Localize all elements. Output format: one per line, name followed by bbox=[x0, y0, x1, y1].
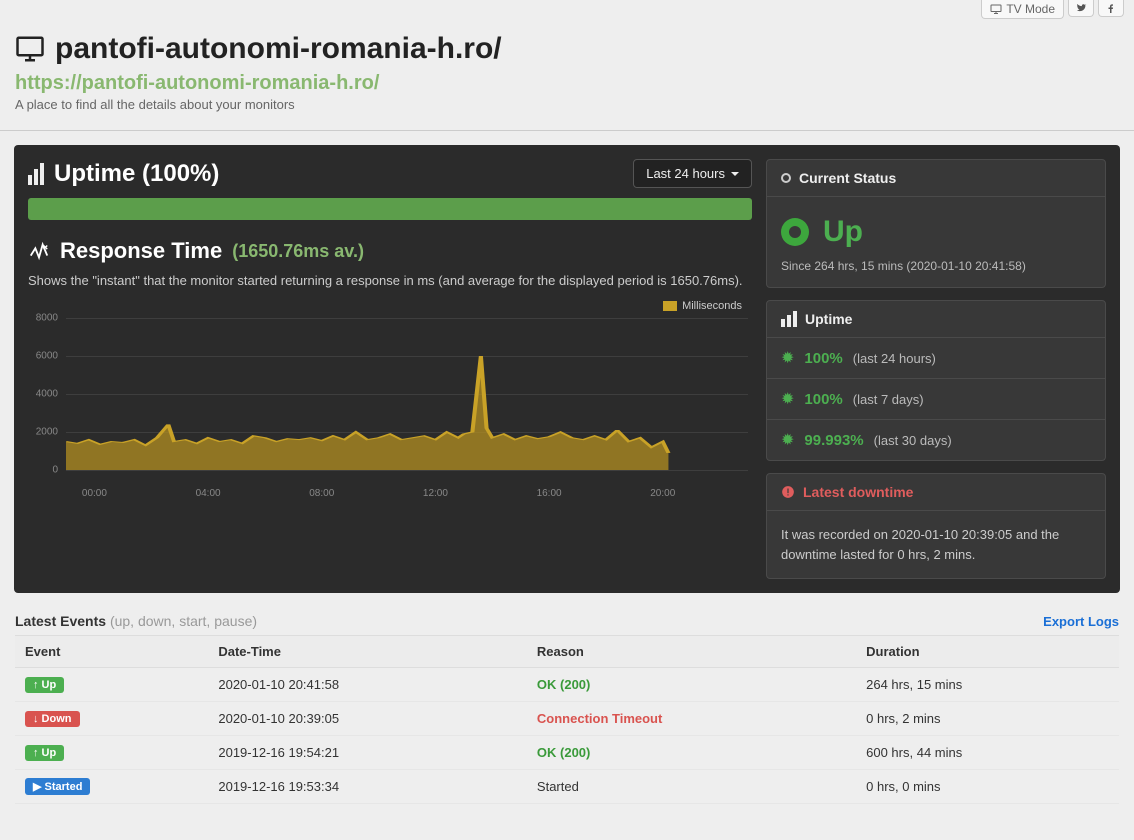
current-status-head: Current Status bbox=[767, 160, 1105, 197]
twitter-button[interactable] bbox=[1068, 0, 1094, 17]
uptime-pct: 100% bbox=[804, 391, 842, 408]
dashboard-dark-panel: Uptime (100%) Last 24 hours Response Tim… bbox=[14, 145, 1120, 593]
uptime-heading: Uptime (100%) bbox=[28, 160, 219, 188]
uptime-bar-fill bbox=[28, 198, 752, 220]
uptime-pct-label: (last 30 days) bbox=[874, 433, 952, 448]
event-reason: Started bbox=[527, 770, 856, 804]
response-avg: (1650.76ms av.) bbox=[232, 241, 364, 262]
events-section: Latest Events (up, down, start, pause) E… bbox=[0, 607, 1134, 819]
top-bar: TV Mode bbox=[0, 0, 1134, 24]
timerange-label: Last 24 hours bbox=[646, 166, 725, 181]
chart-plot bbox=[66, 318, 748, 470]
uptime-pct: 100% bbox=[804, 350, 842, 367]
downtime-head: Latest downtime bbox=[767, 474, 1105, 511]
event-duration: 0 hrs, 2 mins bbox=[856, 702, 1119, 736]
downtime-text: It was recorded on 2020-01-10 20:39:05 a… bbox=[767, 511, 1105, 578]
downtime-panel: Latest downtime It was recorded on 2020-… bbox=[766, 473, 1106, 579]
current-status-panel: Current Status Up Since 264 hrs, 15 mins… bbox=[766, 159, 1106, 288]
uptime-row: ✹ 99.993% (last 30 days) bbox=[767, 419, 1105, 460]
chart-legend: Milliseconds bbox=[663, 300, 742, 312]
uptime-pct-label: (last 7 days) bbox=[853, 392, 924, 407]
monitor-url[interactable]: https://pantofi-autonomi-romania-h.ro/ bbox=[15, 72, 1119, 95]
events-col: Duration bbox=[856, 636, 1119, 668]
event-badge: ↑ Up bbox=[25, 745, 64, 761]
page-header: pantofi-autonomi-romania-h.ro/ https://p… bbox=[0, 24, 1134, 131]
response-heading: Response Time (1650.76ms av.) bbox=[28, 238, 752, 264]
uptime-panel: Uptime ✹ 100% (last 24 hours) ✹ 100% (last 7 … bbox=[766, 300, 1106, 461]
facebook-icon bbox=[1105, 2, 1117, 14]
x-tick: 00:00 bbox=[82, 488, 107, 499]
y-tick: 0 bbox=[52, 465, 58, 476]
y-tick: 2000 bbox=[36, 427, 58, 438]
status-dot-icon bbox=[781, 173, 791, 183]
event-reason: Connection Timeout bbox=[527, 702, 856, 736]
status-indicator-icon bbox=[781, 218, 809, 246]
x-tick: 04:00 bbox=[196, 488, 221, 499]
monitor-icon bbox=[15, 34, 45, 64]
event-badge: ↑ Up bbox=[25, 677, 64, 693]
y-tick: 4000 bbox=[36, 389, 58, 400]
x-tick: 12:00 bbox=[423, 488, 448, 499]
table-row: ▶ Started 2019-12-16 19:53:34Started0 hrs… bbox=[15, 770, 1119, 804]
table-row: ↑ Up 2019-12-16 19:54:21OK (200)600 hrs, … bbox=[15, 736, 1119, 770]
twitter-icon bbox=[1075, 2, 1087, 14]
x-tick: 16:00 bbox=[537, 488, 562, 499]
tagline: A place to find all the details about yo… bbox=[15, 97, 1119, 112]
uptime-list: ✹ 100% (last 24 hours) ✹ 100% (last 7 days) ✹ 9… bbox=[767, 338, 1105, 460]
event-badge: ▶ Started bbox=[25, 778, 90, 795]
uptime-row: ✹ 100% (last 24 hours) bbox=[767, 338, 1105, 378]
events-col: Date-Time bbox=[208, 636, 527, 668]
export-logs-link[interactable]: Export Logs bbox=[1043, 614, 1119, 629]
y-axis: 02000400060008000 bbox=[28, 318, 62, 470]
bars-icon bbox=[28, 163, 44, 185]
table-row: ↓ Down 2020-01-10 20:39:05Connection Time… bbox=[15, 702, 1119, 736]
x-tick: 20:00 bbox=[650, 488, 675, 499]
event-reason: OK (200) bbox=[527, 736, 856, 770]
alert-icon bbox=[781, 485, 795, 499]
event-reason: OK (200) bbox=[527, 668, 856, 702]
events-table: EventDate-TimeReasonDuration ↑ Up 2020-01… bbox=[15, 635, 1119, 804]
event-duration: 264 hrs, 15 mins bbox=[856, 668, 1119, 702]
uptime-bar bbox=[28, 198, 752, 220]
status-label: Up bbox=[823, 215, 863, 249]
tv-mode-button[interactable]: TV Mode bbox=[981, 0, 1064, 19]
status-since: Since 264 hrs, 15 mins (2020-01-10 20:41… bbox=[781, 259, 1091, 273]
burst-icon: ✹ bbox=[781, 348, 794, 368]
page-title-text: pantofi-autonomi-romania-h.ro/ bbox=[55, 32, 502, 66]
facebook-button[interactable] bbox=[1098, 0, 1124, 17]
response-desc: Shows the "instant" that the monitor sta… bbox=[28, 272, 752, 290]
pulse-icon bbox=[28, 240, 50, 262]
events-title: Latest Events (up, down, start, pause) bbox=[15, 607, 257, 635]
y-tick: 6000 bbox=[36, 351, 58, 362]
legend-swatch bbox=[663, 301, 677, 311]
event-badge: ↓ Down bbox=[25, 711, 80, 727]
events-col: Reason bbox=[527, 636, 856, 668]
grid-line bbox=[66, 470, 748, 471]
timerange-dropdown[interactable]: Last 24 hours bbox=[633, 159, 752, 188]
uptime-panel-head: Uptime bbox=[767, 301, 1105, 338]
event-duration: 600 hrs, 44 mins bbox=[856, 736, 1119, 770]
legend-label: Milliseconds bbox=[682, 300, 742, 312]
uptime-pct: 99.993% bbox=[804, 432, 863, 449]
uptime-pct-label: (last 24 hours) bbox=[853, 351, 936, 366]
x-tick: 08:00 bbox=[309, 488, 334, 499]
event-datetime: 2019-12-16 19:54:21 bbox=[208, 736, 527, 770]
event-datetime: 2020-01-10 20:39:05 bbox=[208, 702, 527, 736]
monitor-icon bbox=[990, 3, 1002, 15]
table-row: ↑ Up 2020-01-10 20:41:58OK (200)264 hrs, … bbox=[15, 668, 1119, 702]
uptime-row: ✹ 100% (last 7 days) bbox=[767, 378, 1105, 419]
burst-icon: ✹ bbox=[781, 430, 794, 450]
event-datetime: 2019-12-16 19:53:34 bbox=[208, 770, 527, 804]
response-chart: Milliseconds 0 2000 4000 6000 8000 00:00 04:0… bbox=[28, 300, 752, 500]
page-title: pantofi-autonomi-romania-h.ro/ bbox=[15, 32, 1119, 66]
event-duration: 0 hrs, 0 mins bbox=[856, 770, 1119, 804]
events-col: Event bbox=[15, 636, 208, 668]
tv-mode-label: TV Mode bbox=[1006, 2, 1055, 16]
event-datetime: 2020-01-10 20:41:58 bbox=[208, 668, 527, 702]
bars-icon bbox=[781, 311, 797, 327]
burst-icon: ✹ bbox=[781, 389, 794, 409]
y-tick: 8000 bbox=[36, 313, 58, 324]
